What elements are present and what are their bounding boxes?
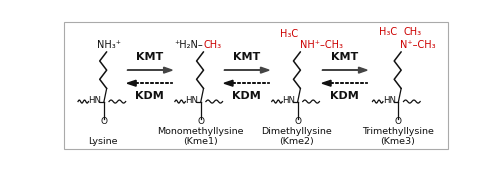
Text: CH₃: CH₃ [203,40,222,50]
Text: O: O [294,117,301,126]
Text: KDM: KDM [330,91,359,101]
Text: HN: HN [382,96,396,105]
Text: KMT: KMT [136,52,164,62]
Text: KDM: KDM [232,91,261,101]
Text: O: O [100,117,107,126]
FancyArrow shape [224,80,233,86]
Text: N⁺–CH₃: N⁺–CH₃ [400,40,436,50]
Text: HN: HN [282,96,295,105]
Text: H₃C: H₃C [280,29,298,39]
Text: KDM: KDM [136,91,164,101]
FancyArrow shape [224,67,269,73]
FancyArrow shape [322,80,331,86]
Text: HN: HN [185,96,198,105]
Text: O: O [395,117,402,126]
Text: Monomethyllysine
(Kme1): Monomethyllysine (Kme1) [157,127,244,146]
Text: H₃C: H₃C [379,27,398,37]
Text: Lysine: Lysine [88,137,118,146]
FancyArrow shape [322,67,367,73]
Text: NH⁺–CH₃: NH⁺–CH₃ [300,40,343,50]
FancyArrow shape [127,67,172,73]
Text: KMT: KMT [331,52,358,62]
Text: KMT: KMT [233,52,260,62]
Text: Trimethyllysine
(Kme3): Trimethyllysine (Kme3) [362,127,434,146]
Text: Dimethyllysine
(Kme2): Dimethyllysine (Kme2) [262,127,332,146]
Text: ⁺H₂N–: ⁺H₂N– [174,40,203,50]
Text: O: O [198,117,204,126]
Text: NH₃⁺: NH₃⁺ [96,40,120,50]
Text: HN: HN [88,96,101,105]
Text: CH₃: CH₃ [403,27,421,37]
FancyArrow shape [127,80,136,86]
